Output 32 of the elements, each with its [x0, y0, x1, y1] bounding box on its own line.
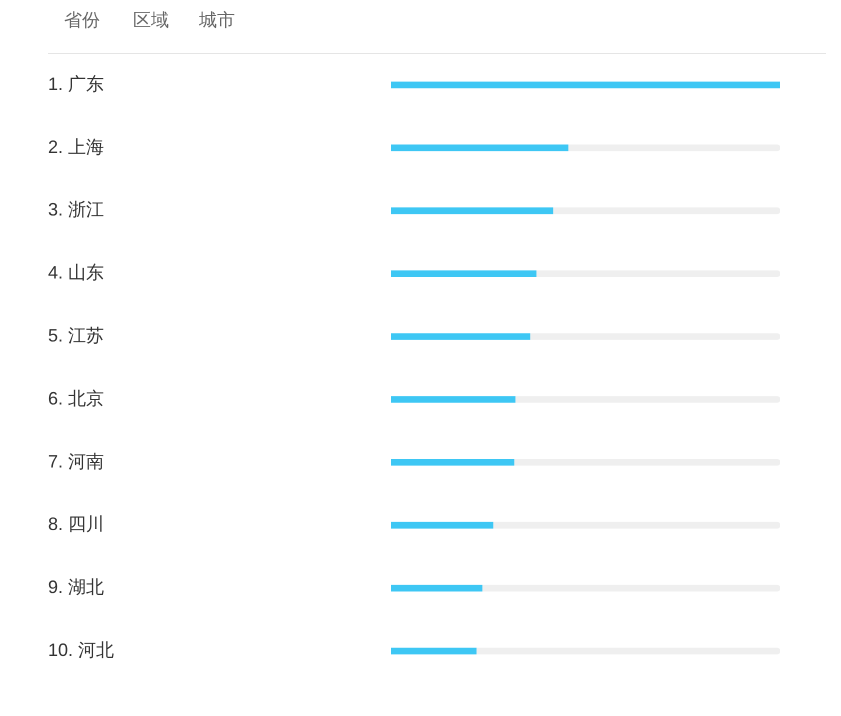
bar	[391, 522, 494, 529]
bar	[492, 522, 780, 529]
bar	[391, 270, 536, 277]
bar	[482, 584, 780, 592]
y-tick-label: 5. 江苏	[48, 326, 104, 346]
bar	[391, 207, 554, 214]
y-tick-label: 1. 广东	[48, 74, 104, 94]
bar	[391, 459, 514, 466]
bar	[391, 144, 568, 152]
bar	[391, 648, 477, 654]
bar	[530, 333, 780, 340]
bar	[536, 270, 780, 277]
y-tick-label: 2. 上海	[48, 136, 104, 157]
text: 城市	[199, 9, 235, 32]
bar	[391, 396, 516, 403]
y-tick-label: 7. 河南	[48, 451, 104, 472]
text: 省份	[64, 9, 100, 32]
y-tick-label: 4. 山东	[48, 262, 104, 283]
bar	[552, 207, 780, 214]
y-tick-label: 10. 河北	[48, 640, 114, 660]
bar	[514, 459, 780, 466]
text: 区域	[133, 9, 169, 32]
y-tick-label: 3. 浙江	[48, 200, 104, 220]
bar	[391, 82, 780, 88]
y-tick-label: 8. 四川	[48, 514, 104, 534]
bar	[514, 396, 780, 403]
y-tick-label: 9. 湖北	[48, 577, 104, 598]
bar	[391, 333, 530, 340]
bar	[476, 648, 780, 654]
y-tick-label: 6. 北京	[48, 388, 104, 408]
bar	[568, 144, 780, 152]
bar	[391, 584, 482, 592]
